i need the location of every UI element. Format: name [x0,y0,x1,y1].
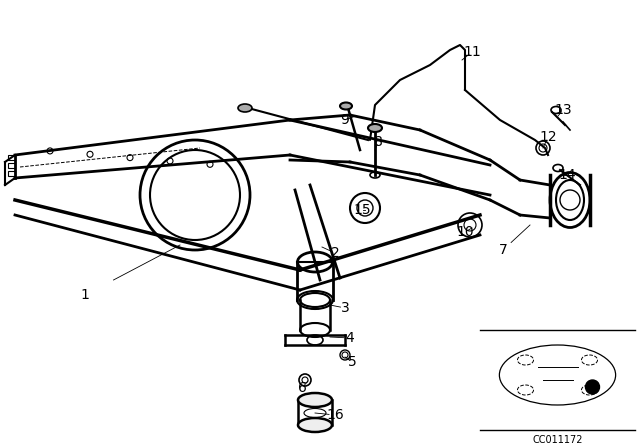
Text: CC011172: CC011172 [532,435,583,445]
Text: 4: 4 [346,331,355,345]
Ellipse shape [298,393,332,407]
Ellipse shape [298,418,332,432]
Text: 9: 9 [340,113,349,127]
Text: 6: 6 [298,381,307,395]
Circle shape [586,380,600,394]
Bar [8,171,15,176]
Text: 15: 15 [353,203,371,217]
Text: 2: 2 [331,246,339,260]
Ellipse shape [368,124,382,132]
Ellipse shape [238,104,252,112]
Text: 8: 8 [374,135,383,149]
Text: 10: 10 [456,225,474,239]
Text: 5: 5 [348,355,356,369]
Text: 3: 3 [340,301,349,315]
Bar [8,163,15,168]
Text: 11: 11 [463,45,481,59]
Text: 14: 14 [558,168,576,182]
Text: 16: 16 [326,408,344,422]
Text: 12: 12 [539,130,557,144]
Text: 1: 1 [81,288,90,302]
Bar [8,155,15,160]
Text: 7: 7 [499,243,508,257]
Text: 13: 13 [554,103,572,117]
Ellipse shape [340,103,352,109]
